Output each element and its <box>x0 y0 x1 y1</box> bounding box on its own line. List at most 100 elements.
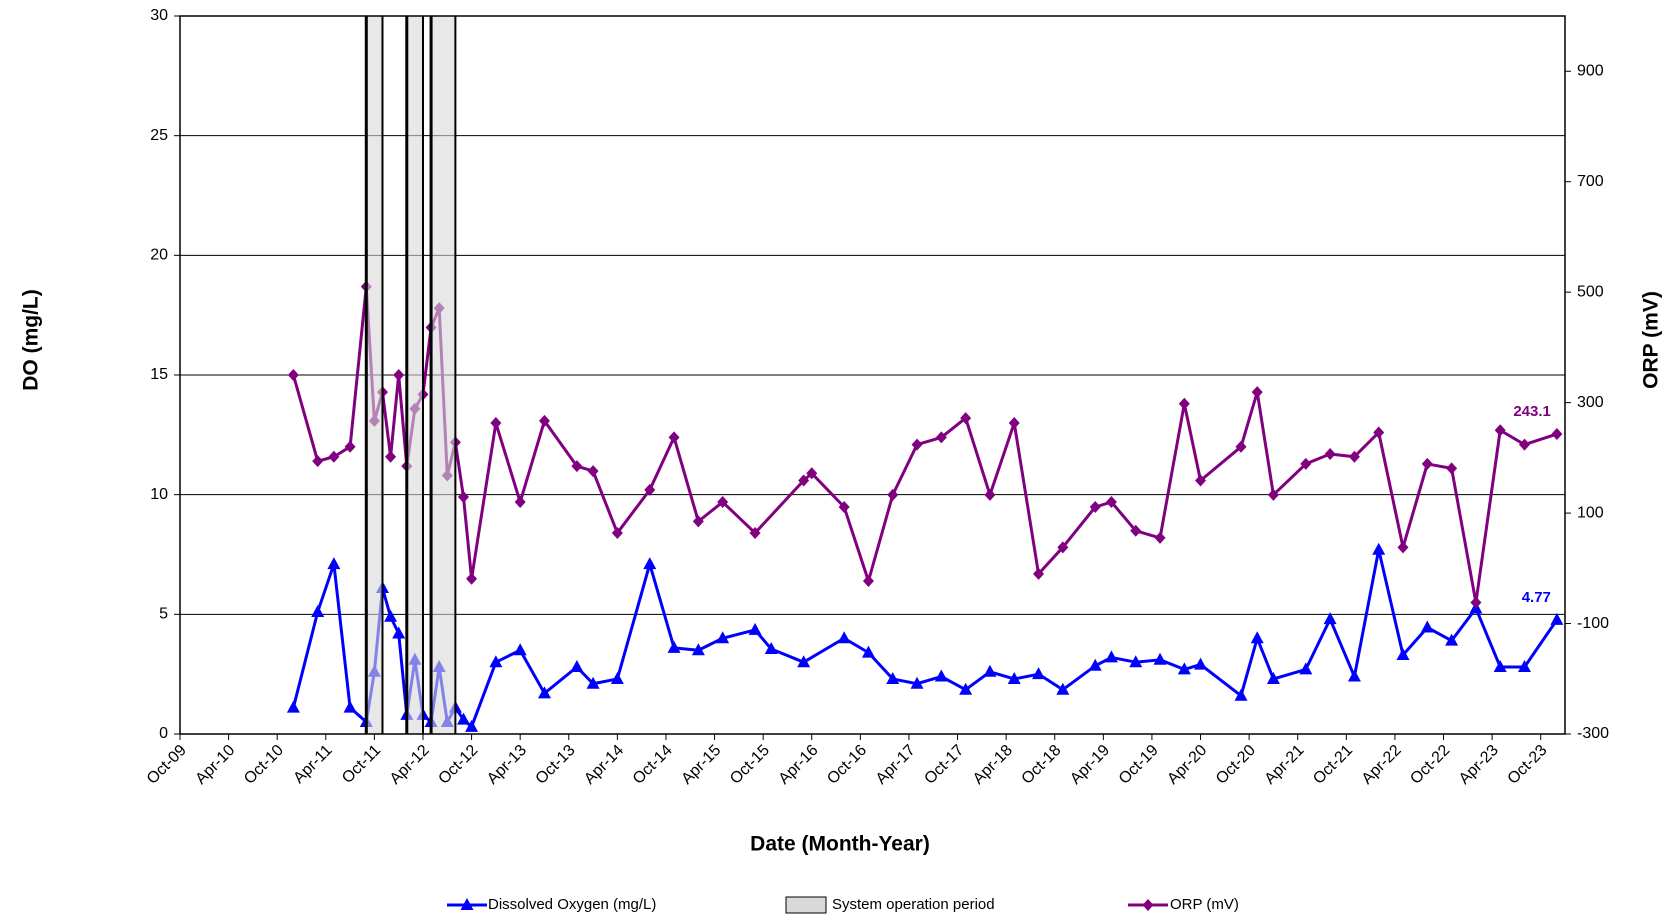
x-tick-label: Apr-13 <box>484 742 530 788</box>
data-point <box>643 557 657 570</box>
data-point <box>328 450 340 463</box>
x-tick-label: Oct-18 <box>1019 742 1065 788</box>
x-tick-label: Oct-20 <box>1213 742 1259 788</box>
data-point <box>611 526 623 539</box>
data-point <box>1518 659 1532 672</box>
y-tick-label: 15 <box>150 366 168 383</box>
data-point <box>537 686 551 699</box>
x-tick-label: Oct-11 <box>339 742 384 787</box>
data-point <box>466 572 478 585</box>
data-point <box>1348 450 1360 463</box>
data-point <box>1267 488 1279 501</box>
data-point <box>393 369 405 381</box>
x-tick-label: Apr-20 <box>1164 742 1210 788</box>
data-point <box>1266 671 1280 684</box>
data-point <box>571 460 583 473</box>
data-point <box>1493 659 1507 672</box>
data-point <box>1397 541 1409 554</box>
data-point <box>1494 424 1506 437</box>
data-point <box>344 440 356 453</box>
data-point <box>935 431 947 444</box>
operation-span <box>430 15 456 735</box>
x-tick-label: Oct-12 <box>435 742 481 788</box>
data-point <box>1323 612 1337 625</box>
data-point <box>1177 662 1191 675</box>
data-point <box>570 659 584 672</box>
x-tick-label: Oct-23 <box>1505 742 1551 788</box>
legend-marker <box>460 898 474 910</box>
x-tick-label: Oct-09 <box>144 742 190 788</box>
data-point <box>343 700 357 713</box>
data-point <box>716 631 730 644</box>
data-point <box>644 483 656 496</box>
data-point <box>960 412 972 425</box>
data-point <box>798 474 810 487</box>
data-point <box>385 450 397 463</box>
data-point <box>1057 541 1069 554</box>
x-tick-label: Apr-17 <box>873 742 919 788</box>
data-point <box>392 626 406 639</box>
y-tick-label: 0 <box>159 725 168 742</box>
x-tick-label: Oct-19 <box>1116 742 1162 788</box>
data-point <box>838 501 850 514</box>
y-tick-label: 10 <box>150 486 168 503</box>
data-point <box>1300 457 1312 470</box>
data-point <box>490 417 502 430</box>
x-tick-label: Oct-14 <box>630 742 676 788</box>
x-tick-label: Apr-12 <box>387 742 433 788</box>
data-point <box>1130 524 1142 537</box>
data-point <box>456 712 470 725</box>
x-axis-title: Date (Month-Year) <box>750 833 930 856</box>
x-tick-label: Oct-16 <box>824 742 870 788</box>
y2-tick-label: -100 <box>1577 615 1609 632</box>
y2-tick-label: 100 <box>1577 504 1604 521</box>
data-point <box>1421 457 1433 470</box>
series-line <box>291 548 1559 729</box>
x-tick-label: Apr-15 <box>678 742 724 788</box>
y-tick-label: 5 <box>159 606 168 623</box>
data-point <box>1178 397 1190 410</box>
data-point <box>327 557 341 570</box>
data-point <box>1056 682 1070 695</box>
data-point <box>862 575 874 588</box>
data-point <box>934 669 948 682</box>
legend-marker <box>1142 899 1154 911</box>
data-point <box>837 631 851 644</box>
y-axis-title: DO (mg/L) <box>20 289 43 390</box>
data-point <box>587 465 599 478</box>
data-point <box>984 488 996 501</box>
x-tick-label: Apr-10 <box>192 742 238 788</box>
data-point <box>312 455 324 468</box>
data-point <box>384 609 398 622</box>
data-point <box>983 664 997 677</box>
legend-swatch <box>785 896 827 914</box>
data-point <box>910 676 924 689</box>
data-point <box>692 515 704 528</box>
y2-tick-label: -300 <box>1577 725 1609 742</box>
data-point <box>887 488 899 501</box>
data-point <box>1372 542 1386 555</box>
data-label: 4.77 <box>1522 589 1551 606</box>
x-tick-label: Apr-22 <box>1359 742 1405 788</box>
data-point <box>1105 496 1117 509</box>
data-point <box>806 467 818 480</box>
legend-label: System operation period <box>832 896 995 913</box>
x-tick-label: Apr-18 <box>970 742 1016 788</box>
operation-span <box>406 15 424 735</box>
data-point <box>959 682 973 695</box>
data-point <box>911 438 923 451</box>
data-point <box>586 676 600 689</box>
data-point <box>764 642 778 655</box>
data-point <box>1104 650 1118 663</box>
data-point <box>667 640 681 653</box>
data-point <box>311 604 325 617</box>
data-point <box>514 496 526 509</box>
data-point <box>1153 652 1167 665</box>
x-tick-label: Apr-19 <box>1067 742 1113 788</box>
data-point <box>1446 462 1458 475</box>
series-line <box>291 285 1558 605</box>
data-point <box>513 643 527 656</box>
data-point <box>717 496 729 509</box>
legend-label: Dissolved Oxygen (mg/L) <box>488 896 656 913</box>
data-point <box>1470 596 1482 609</box>
